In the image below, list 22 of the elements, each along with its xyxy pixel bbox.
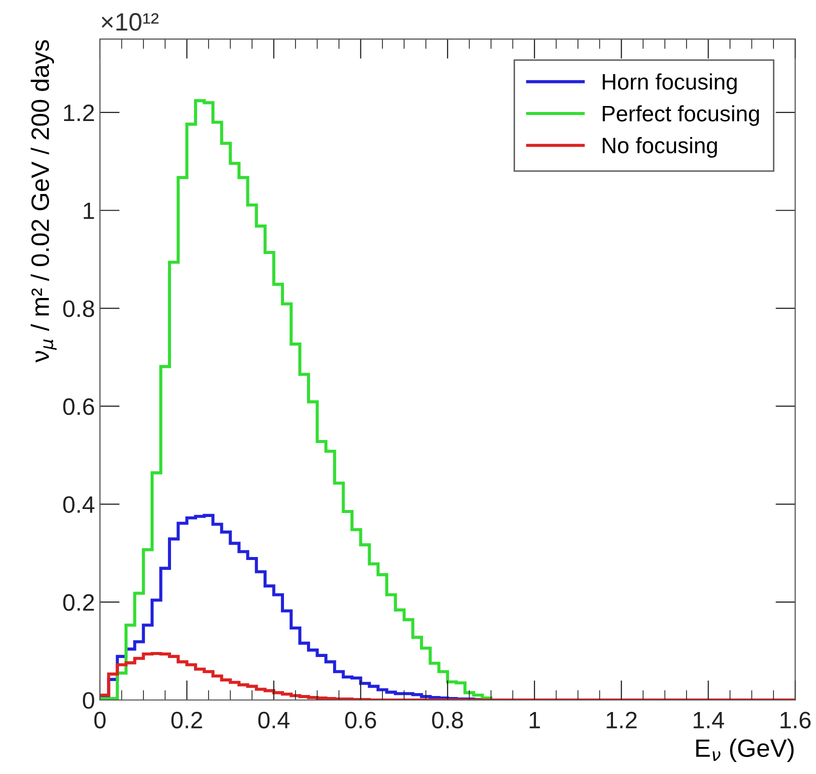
y-tick-label: 0: [82, 692, 94, 709]
legend-label: No focusing: [602, 137, 717, 158]
x-tick-label: 1: [530, 712, 540, 728]
y-tick-label: 0.8: [63, 300, 94, 318]
x-axis-title: E$_{ν}$ (GeV): [696, 738, 794, 762]
x-tick-label: 0.4: [258, 712, 290, 728]
y-tick-label: 0.6: [63, 398, 94, 416]
x-tick-label: 0.2: [171, 712, 202, 728]
text: ×10¹²: [102, 13, 159, 31]
y-tick-label: 1: [84, 202, 94, 219]
x-tick-label: 0.8: [432, 712, 463, 728]
x-tick-label: 1.6: [780, 712, 811, 728]
y-tick-label: 0.4: [63, 496, 94, 513]
x-tick-label: 0.6: [345, 712, 376, 728]
y-axis-title: ν$_{μ}$ / m² / 0.02 GeV / 200 days: [30, 40, 57, 363]
y-tick-label: 0.2: [63, 594, 94, 611]
legend-label: Perfect focusing: [602, 105, 759, 126]
x-tick-label: 0: [94, 712, 106, 728]
legend-label: Horn focusing: [602, 73, 737, 94]
x-tick-label: 1.2: [606, 712, 637, 728]
x-tick-label: 1.4: [694, 712, 724, 728]
y-tick-label: 1.2: [64, 104, 94, 122]
